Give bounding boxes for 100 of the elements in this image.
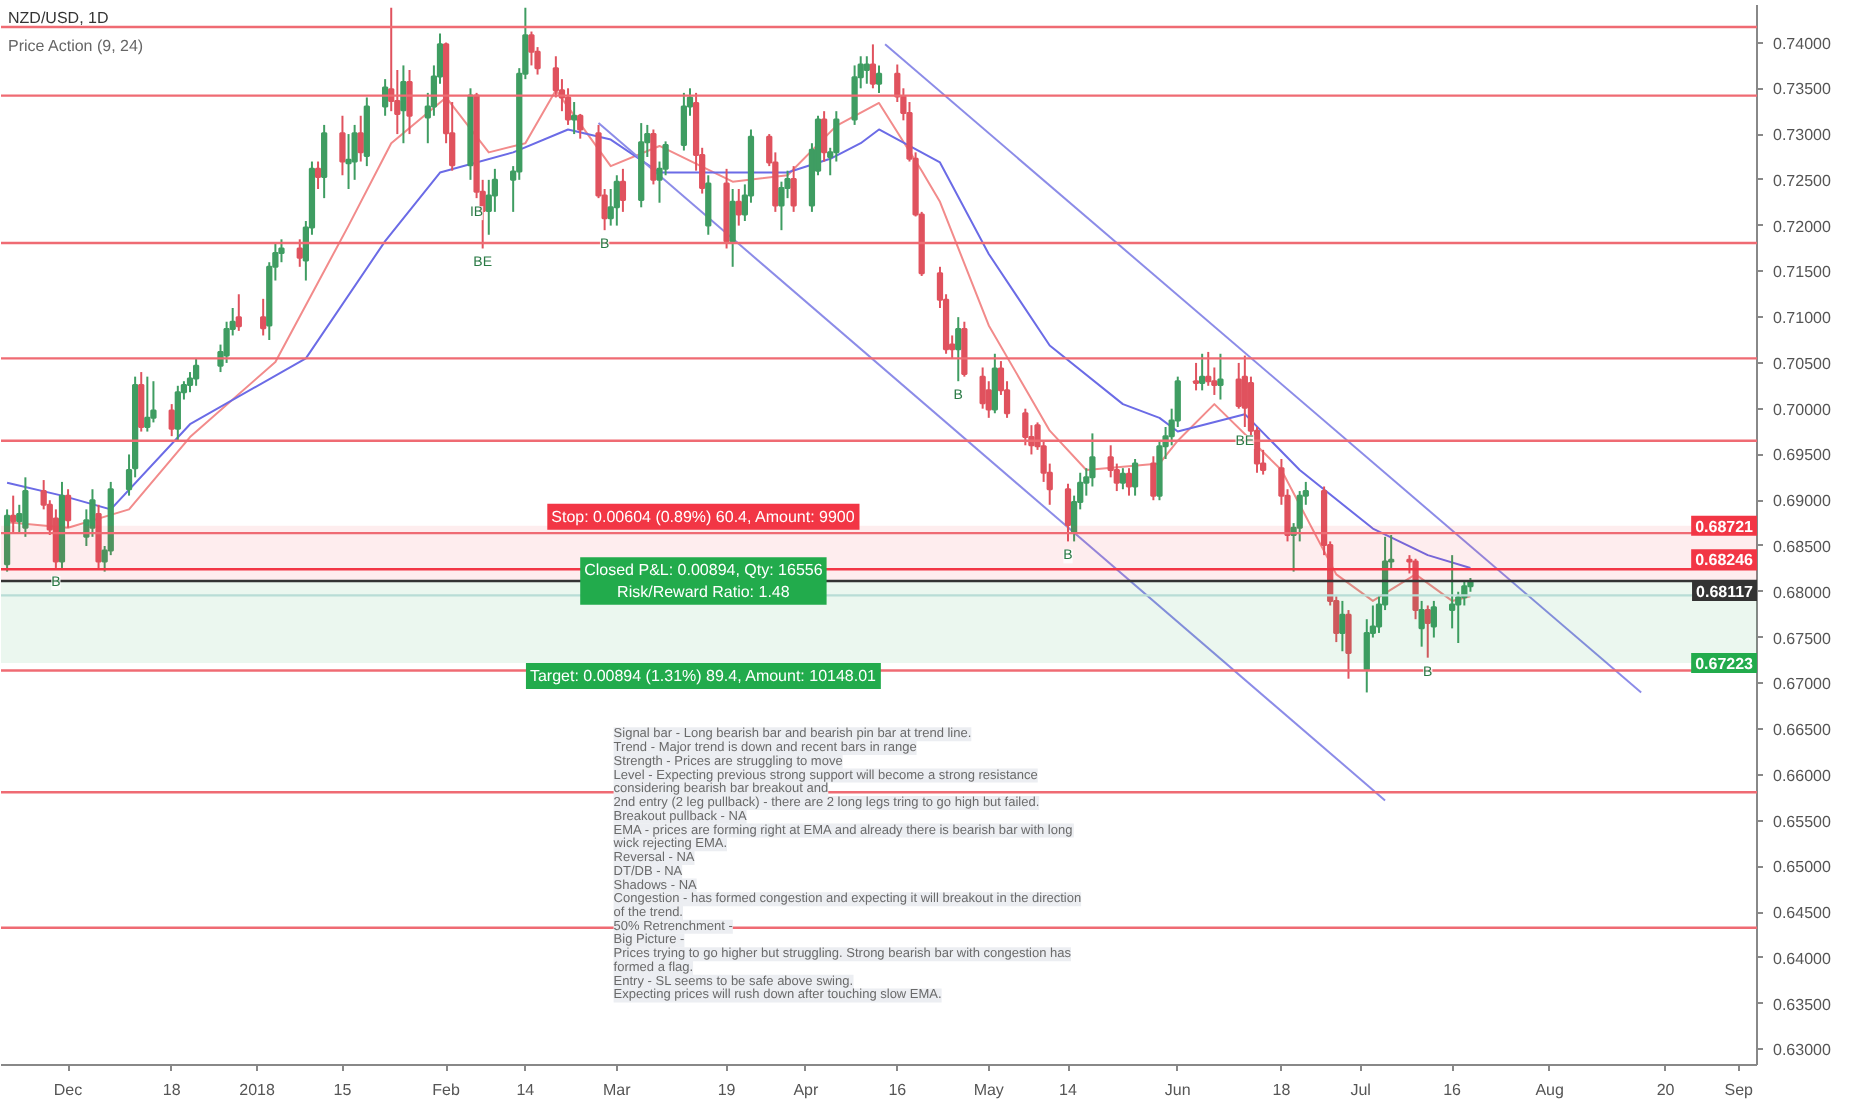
x-tick-label: May — [973, 1081, 1004, 1099]
x-tick-label: Aug — [1535, 1081, 1564, 1099]
candlestick — [314, 160, 322, 190]
candlestick — [863, 55, 870, 85]
candlestick — [991, 352, 998, 415]
x-tick-label: 18 — [1272, 1081, 1292, 1099]
candlestick — [144, 375, 151, 433]
x-tick-label: Mar — [603, 1081, 632, 1099]
annotation: Closed P&L: 0.00894, Qty: 16556 Risk/Reward Ratio: 1.48 — [584, 561, 824, 601]
candlestick — [1339, 599, 1346, 653]
candlestick — [1119, 467, 1127, 491]
candlestick — [192, 357, 200, 387]
x-tick-label: 14 — [1059, 1081, 1079, 1099]
candlestick — [1131, 458, 1139, 497]
candlestick — [735, 187, 742, 227]
y-tick-label: 0.65500 — [1773, 812, 1832, 831]
y-tick-label: 0.73500 — [1773, 80, 1832, 99]
x-tick-label: Feb — [432, 1081, 461, 1099]
y-tick-label: 0.69500 — [1773, 446, 1832, 465]
annotation: 0.68721 — [1695, 517, 1755, 536]
y-tick-label: 0.67500 — [1773, 629, 1832, 648]
y-tick-label: 0.70500 — [1773, 354, 1832, 373]
candlestick — [729, 187, 736, 268]
x-tick-label: Sep — [1724, 1081, 1755, 1099]
candlestick — [1241, 354, 1248, 428]
candlestick — [1192, 361, 1200, 392]
candlestick — [1430, 599, 1437, 639]
chart-title: NZD/USD, 1D — [8, 9, 109, 28]
candlestick — [95, 503, 102, 570]
y-tick-label: 0.70000 — [1773, 400, 1832, 419]
y-tick-label: 0.67000 — [1773, 675, 1832, 694]
candlestick — [150, 380, 157, 424]
candlestick — [979, 366, 986, 410]
candlestick — [22, 476, 29, 538]
ref-line-label: 0.68117 — [1696, 583, 1755, 602]
y-tick-label: 0.64500 — [1773, 904, 1832, 923]
candlestick — [1424, 604, 1431, 659]
candlestick — [820, 110, 828, 163]
candlestick — [1217, 352, 1224, 401]
candlestick — [851, 64, 858, 126]
candlestick — [650, 128, 657, 186]
candlestick — [1205, 350, 1212, 387]
y-tick-label: 0.68500 — [1773, 537, 1832, 556]
candlestick — [235, 293, 242, 332]
y-tick-label: 0.73000 — [1773, 126, 1832, 145]
candlestick — [174, 384, 181, 442]
ref-line-label: 0.68246 — [1695, 551, 1755, 570]
candlestick — [339, 114, 346, 177]
candlestick — [351, 123, 358, 181]
candlestick — [406, 68, 413, 136]
candlestick — [680, 91, 688, 152]
candlestick — [321, 123, 328, 200]
candlestick — [1345, 609, 1352, 680]
candlestick — [1089, 432, 1096, 488]
candlestick — [1064, 482, 1072, 543]
y-tick-label: 0.74000 — [1773, 34, 1832, 53]
x-tick-label: 14 — [516, 1081, 536, 1099]
candlestick — [705, 174, 712, 236]
y-tick-label: 0.71500 — [1773, 263, 1832, 282]
y-tick-label: 0.63500 — [1773, 995, 1832, 1014]
y-tick-label: 0.66500 — [1773, 721, 1832, 740]
x-tick-label: Jul — [1350, 1081, 1372, 1099]
candlestick — [619, 167, 627, 213]
y-tick-label: 0.72000 — [1773, 217, 1832, 236]
y-tick-label: 0.65000 — [1773, 858, 1832, 877]
candlestick — [10, 494, 17, 534]
candlestick — [564, 87, 572, 126]
y-tick-label: 0.68000 — [1773, 583, 1832, 602]
candlestick — [577, 112, 584, 140]
candlestick — [1022, 407, 1029, 447]
candlestick — [961, 320, 968, 378]
x-tick-label: 2018 — [239, 1081, 276, 1099]
candlestick — [869, 43, 877, 90]
candlestick — [790, 165, 797, 213]
y-tick-label: 0.69000 — [1773, 492, 1832, 511]
annotation: 0.67223 — [1695, 654, 1755, 673]
x-tick-label: 15 — [333, 1081, 353, 1099]
band-label: Target: 0.00894 (1.31%) 89.4, Amount: 10148.01 — [529, 666, 878, 685]
x-tick-label: 19 — [717, 1081, 737, 1099]
y-tick-label: 0.63000 — [1773, 1041, 1832, 1060]
candlestick — [1235, 361, 1242, 410]
band-label: Stop: 0.00604 (0.89%) 60.4, Amount: 9900 — [551, 507, 856, 526]
candlestick — [64, 488, 72, 529]
candlestick — [260, 297, 267, 337]
x-tick-label: 20 — [1656, 1081, 1676, 1099]
candlestick — [1150, 455, 1157, 502]
y-tick-label: 0.66000 — [1773, 766, 1832, 785]
x-tick-label: 18 — [162, 1081, 182, 1099]
y-tick-label: 0.72500 — [1773, 171, 1832, 190]
candlestick — [613, 174, 620, 227]
x-tick-label: Apr — [793, 1081, 819, 1099]
candlestick — [875, 64, 883, 94]
candlestick — [571, 101, 578, 136]
candlestick — [1125, 467, 1133, 497]
candlestick — [52, 508, 60, 569]
candlestick — [168, 403, 175, 438]
text: Price Action (9, 24) — [8, 36, 144, 55]
x-tick-label: Jun — [1164, 1081, 1191, 1099]
x-tick-label: 16 — [1443, 1081, 1463, 1099]
candlestick — [955, 316, 962, 383]
